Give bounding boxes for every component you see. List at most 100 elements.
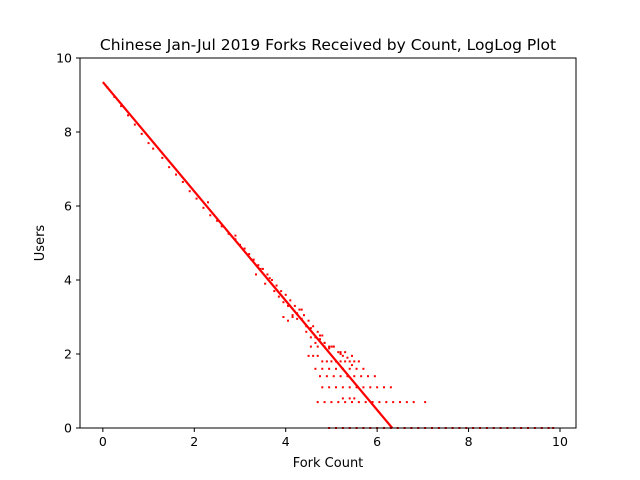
data-point	[328, 367, 331, 370]
data-point	[309, 327, 312, 330]
y-tick-label: 0	[64, 421, 72, 436]
data-point	[106, 86, 109, 89]
data-point	[207, 201, 209, 204]
data-point	[275, 284, 278, 287]
data-point	[328, 345, 331, 348]
data-point	[341, 367, 344, 370]
data-point	[300, 317, 303, 320]
data-point	[357, 401, 360, 404]
data-point	[257, 264, 260, 267]
data-point	[300, 308, 303, 311]
data-point	[321, 386, 324, 389]
data-point	[273, 290, 276, 293]
data-point	[337, 401, 340, 404]
x-tick-label: 4	[282, 434, 290, 449]
data-point	[282, 301, 285, 304]
data-point	[289, 299, 292, 302]
x-axis-label: Fork Count	[293, 456, 364, 471]
data-point	[250, 258, 253, 261]
data-point	[348, 367, 351, 370]
data-point	[216, 219, 219, 222]
data-point	[188, 190, 191, 193]
data-point	[337, 351, 340, 354]
data-point	[284, 293, 287, 296]
data-point	[248, 253, 251, 256]
y-tick-label: 4	[64, 273, 72, 288]
data-point	[175, 173, 177, 176]
data-point	[271, 279, 273, 281]
data-point	[353, 360, 356, 363]
data-point	[316, 401, 319, 404]
data-point	[266, 273, 269, 276]
data-point	[316, 354, 319, 357]
data-point	[282, 316, 285, 318]
data-point	[341, 386, 344, 389]
data-point	[127, 114, 129, 117]
data-point	[252, 258, 255, 261]
data-point	[335, 386, 337, 389]
data-point	[239, 243, 241, 246]
data-point	[344, 401, 347, 404]
data-point	[307, 319, 310, 322]
data-point	[325, 375, 328, 378]
data-point	[355, 386, 358, 389]
data-point	[152, 147, 155, 150]
data-point	[234, 234, 237, 237]
data-point	[319, 334, 321, 337]
data-point	[357, 360, 360, 363]
data-point	[314, 367, 317, 370]
data-point	[319, 338, 321, 341]
chart-title: Chinese Jan-Jul 2019 Forks Received by C…	[100, 36, 556, 54]
data-point	[332, 375, 335, 378]
data-point	[321, 334, 324, 337]
data-point	[360, 375, 363, 378]
data-point	[287, 319, 289, 322]
data-point	[344, 351, 347, 354]
data-point	[371, 401, 374, 404]
data-point	[389, 386, 392, 389]
data-point	[202, 206, 205, 209]
data-point	[328, 347, 331, 350]
data-point	[353, 375, 356, 378]
data-point	[339, 375, 342, 378]
data-point	[195, 197, 198, 200]
x-tick-label: 6	[373, 434, 381, 449]
data-point	[312, 354, 315, 357]
data-point	[355, 367, 358, 370]
data-point	[335, 360, 337, 363]
data-point	[316, 330, 319, 333]
data-point	[316, 345, 319, 348]
data-point	[332, 345, 335, 348]
data-point	[220, 225, 223, 228]
data-point	[367, 375, 369, 378]
y-tick-label: 10	[56, 51, 72, 66]
data-point	[314, 336, 317, 339]
data-point	[264, 282, 267, 285]
data-point	[341, 354, 344, 357]
y-tick-label: 2	[64, 347, 72, 362]
data-point	[261, 267, 264, 270]
data-point	[305, 325, 308, 328]
data-point	[353, 397, 356, 400]
data-point	[227, 232, 230, 235]
data-point	[321, 367, 324, 370]
data-point	[325, 360, 328, 363]
y-axis-label: Users	[33, 225, 48, 262]
data-point	[344, 360, 347, 363]
data-point	[287, 304, 289, 307]
data-point	[362, 367, 365, 370]
data-point	[303, 314, 305, 317]
data-point	[291, 314, 294, 317]
data-point	[348, 360, 351, 363]
x-tick-label: 10	[552, 434, 568, 449]
y-axis: 0 2 4 6 8 10	[56, 51, 80, 436]
data-point	[339, 360, 342, 363]
x-tick-label: 0	[99, 434, 107, 449]
data-point	[319, 375, 321, 378]
data-point	[147, 142, 150, 145]
data-point	[348, 386, 351, 389]
data-point	[323, 341, 326, 344]
data-point	[373, 375, 376, 378]
data-point	[323, 401, 326, 404]
data-point	[234, 238, 237, 241]
